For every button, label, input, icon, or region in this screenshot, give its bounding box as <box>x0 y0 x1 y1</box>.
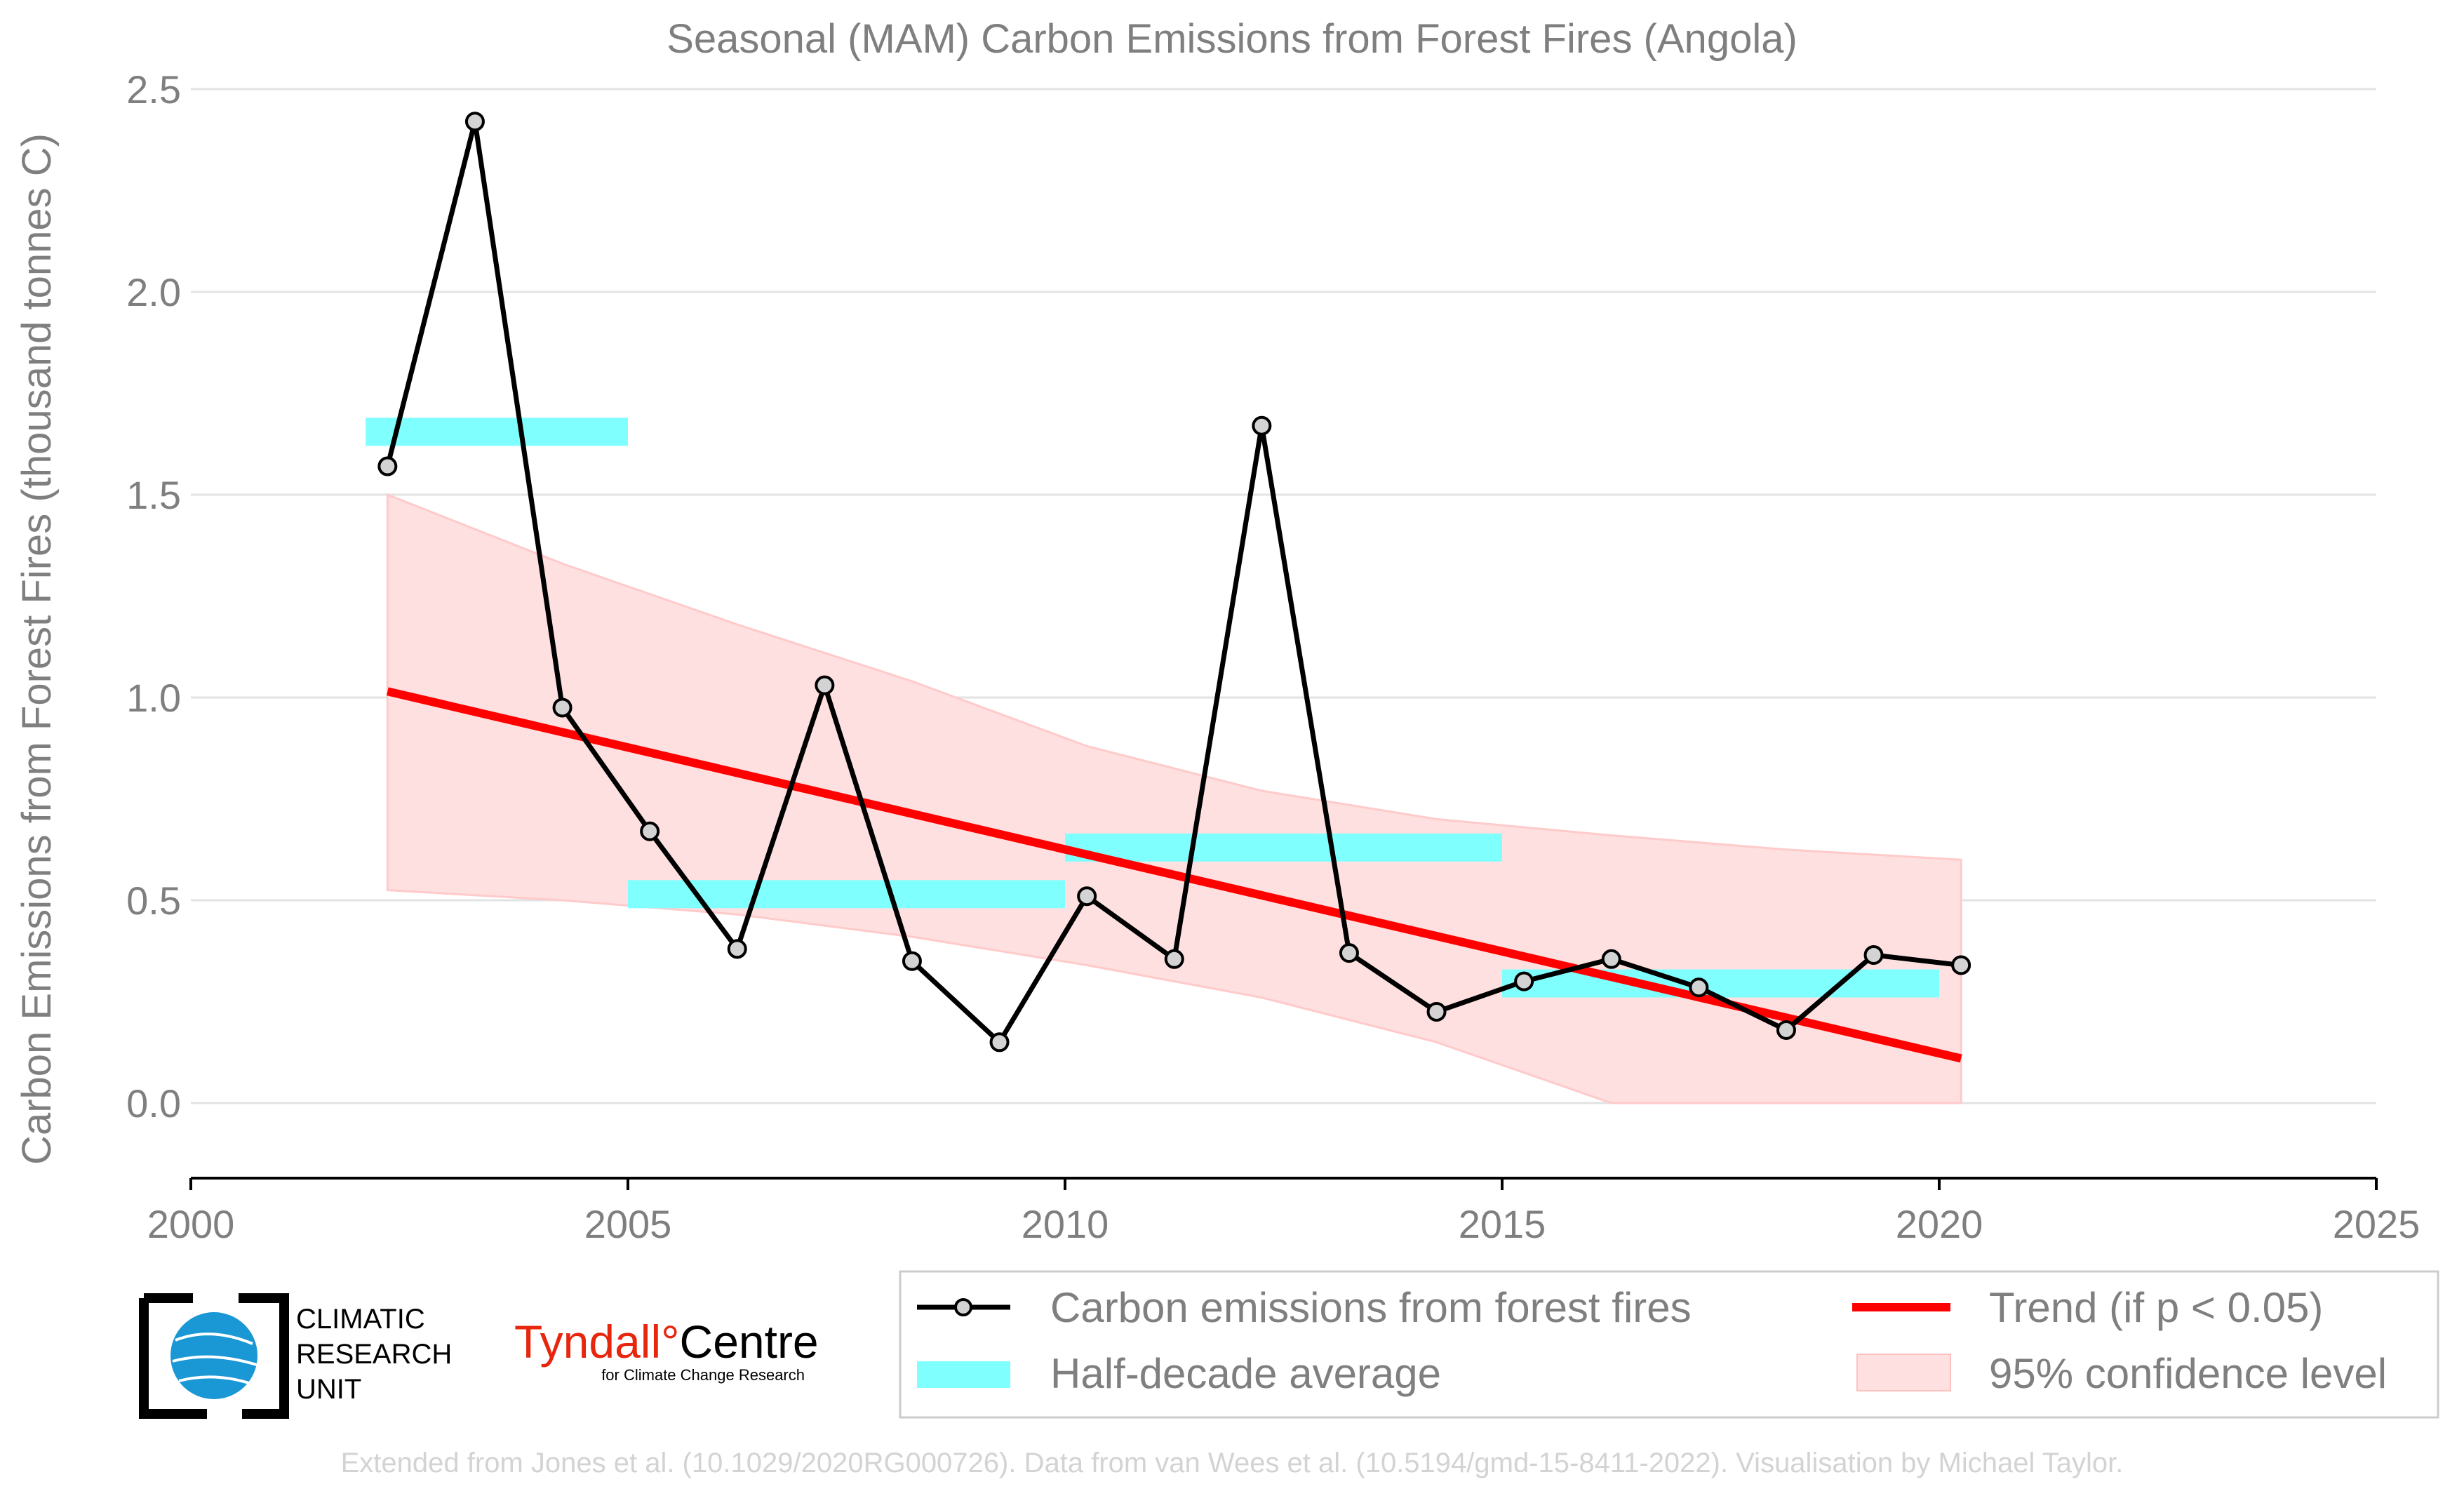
y-tick-label: 0.5 <box>126 879 181 923</box>
y-tick-label: 1.0 <box>126 676 181 720</box>
legend-label-trend: Trend (if p < 0.05) <box>1989 1284 2323 1331</box>
tyndall-subtitle: for Climate Change Research <box>601 1366 805 1384</box>
cru-line-2: RESEARCH <box>296 1339 452 1370</box>
x-tick-label: 2015 <box>1459 1202 1546 1246</box>
y-tick-label: 2.0 <box>126 270 181 314</box>
cru-line-1: CLIMATIC <box>296 1304 425 1335</box>
legend-marker-icon <box>954 1298 972 1316</box>
x-tick-labels: 2000 2005 2010 2015 2020 2025 <box>147 1202 2421 1246</box>
cru-line-3: UNIT <box>296 1374 361 1405</box>
data-point <box>1689 977 1709 998</box>
y-tick-label: 2.5 <box>126 67 181 112</box>
legend: Carbon emissions from forest fires Trend… <box>899 1270 2439 1419</box>
cru-frame-icon <box>139 1293 289 1419</box>
data-point <box>1252 415 1272 436</box>
half-decade-bar-3 <box>1502 969 1939 998</box>
x-tick-label: 2000 <box>147 1202 235 1246</box>
x-axis <box>189 1177 2378 1190</box>
legend-label-average: Half-decade average <box>1050 1350 1441 1397</box>
tyndall-logo: Tyndall°Centre for Climate Change Resear… <box>514 1316 819 1384</box>
y-tick-labels: 0.0 0.5 1.0 1.5 2.0 2.5 <box>126 67 181 1126</box>
data-point <box>1339 943 1359 963</box>
cru-logo: CLIMATIC RESEARCH UNIT <box>139 1293 452 1419</box>
confidence-band-area <box>386 493 1962 1104</box>
footer-credits: Extended from Jones et al. (10.1029/2020… <box>341 1448 2124 1478</box>
data-point <box>640 821 660 841</box>
globe-lines-icon <box>172 1333 257 1385</box>
legend-label-confidence: 95% confidence level <box>1989 1350 2387 1397</box>
legend-box <box>899 1270 2439 1419</box>
data-point <box>1776 1020 1796 1040</box>
x-tick-label: 2025 <box>2333 1202 2421 1246</box>
data-point <box>1426 1001 1447 1022</box>
confidence-band <box>386 493 1962 1104</box>
x-tick-label: 2020 <box>1896 1202 1983 1246</box>
data-point <box>1863 945 1884 966</box>
data-point <box>1514 971 1534 991</box>
data-point <box>1077 886 1097 907</box>
data-point <box>989 1032 1010 1053</box>
data-point <box>377 456 398 476</box>
data-point <box>815 675 835 695</box>
x-tick-label: 2010 <box>1022 1202 1109 1246</box>
data-point <box>1164 949 1184 969</box>
data-point <box>902 951 922 971</box>
legend-label-emissions: Carbon emissions from forest fires <box>1050 1284 1692 1331</box>
data-point <box>464 112 485 132</box>
y-tick-label: 0.0 <box>126 1081 181 1126</box>
legend-swatch-average <box>917 1361 1010 1388</box>
y-tick-label: 1.5 <box>126 473 181 517</box>
x-tick-label: 2005 <box>584 1202 672 1246</box>
data-point <box>1951 955 1971 975</box>
half-decade-bar-0 <box>366 418 628 446</box>
data-point <box>727 939 747 959</box>
tyndall-title: Tyndall°Centre <box>514 1316 819 1368</box>
data-point <box>1601 949 1621 969</box>
emissions-series <box>377 112 1971 1053</box>
legend-swatch-confidence <box>1856 1354 1951 1391</box>
chart-title: Seasonal (MAM) Carbon Emissions from For… <box>667 16 1797 62</box>
y-axis-label: Carbon Emissions from Forest Fires (thou… <box>14 133 60 1165</box>
half-decade-bar-2 <box>1065 833 1502 862</box>
data-point <box>552 697 573 718</box>
